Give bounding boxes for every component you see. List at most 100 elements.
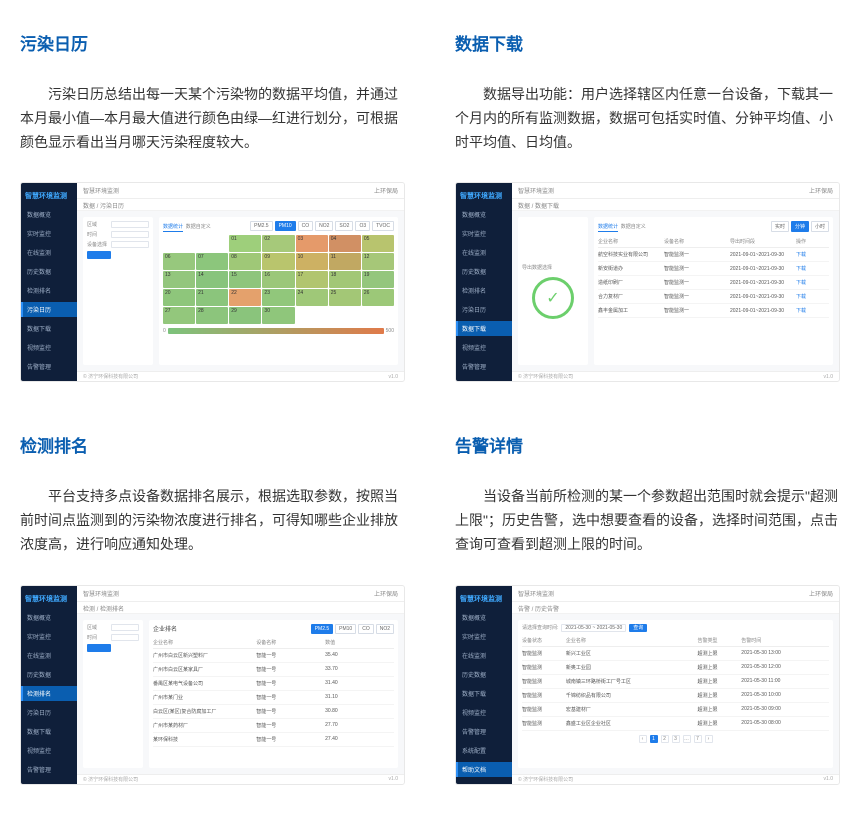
tab-active[interactable]: 数据统计: [163, 224, 183, 232]
calendar-cell[interactable]: 18: [329, 271, 361, 288]
sidebar-item[interactable]: 实时监控: [21, 226, 77, 241]
filter-input[interactable]: [111, 221, 149, 228]
page-button[interactable]: ‹: [639, 735, 647, 743]
page-button[interactable]: 3: [672, 735, 680, 743]
param-chip[interactable]: PM2.5: [250, 221, 272, 231]
calendar-cell[interactable]: 30: [262, 307, 294, 324]
calendar-cell[interactable]: 23: [262, 289, 294, 306]
calendar-cell[interactable]: 21: [196, 289, 228, 306]
chip[interactable]: 实时: [771, 221, 789, 232]
region-select[interactable]: [111, 624, 139, 631]
download-link[interactable]: 下载: [796, 307, 829, 314]
param-chip[interactable]: O3: [355, 221, 370, 231]
param-chip[interactable]: PM10: [275, 221, 296, 231]
param-chip[interactable]: NO2: [376, 624, 394, 634]
tab-other[interactable]: 数据自定义: [186, 224, 211, 230]
sidebar-item[interactable]: 检测排名: [21, 686, 77, 701]
sidebar-item[interactable]: 实时监控: [456, 226, 512, 241]
sidebar-item[interactable]: 视频监控: [21, 743, 77, 758]
calendar-cell[interactable]: 01: [229, 235, 261, 252]
sidebar-item[interactable]: 帮助文档: [456, 762, 512, 777]
sidebar-item[interactable]: 历史数据: [21, 264, 77, 279]
page-button[interactable]: 7: [694, 735, 702, 743]
sidebar-item[interactable]: 在线监测: [456, 245, 512, 260]
chip[interactable]: 分钟: [791, 221, 809, 232]
sidebar-item[interactable]: 告警管理: [21, 359, 77, 374]
sidebar-item[interactable]: 数据下载: [456, 686, 512, 701]
download-link[interactable]: 下载: [796, 293, 829, 300]
download-link[interactable]: 下载: [796, 279, 829, 286]
download-link[interactable]: 下载: [796, 251, 829, 258]
calendar-cell[interactable]: 09: [262, 253, 294, 270]
calendar-cell[interactable]: 07: [196, 253, 228, 270]
calendar-cell[interactable]: 04: [329, 235, 361, 252]
page-button[interactable]: …: [683, 735, 691, 743]
calendar-cell[interactable]: [296, 307, 328, 324]
calendar-cell[interactable]: 05: [362, 235, 394, 252]
param-chip[interactable]: CO: [298, 221, 314, 231]
sidebar-item[interactable]: 告警管理: [456, 724, 512, 739]
sidebar-item[interactable]: 数据下载: [21, 321, 77, 336]
calendar-cell[interactable]: 14: [196, 271, 228, 288]
calendar-cell[interactable]: 26: [362, 289, 394, 306]
calendar-cell[interactable]: 06: [163, 253, 195, 270]
calendar-cell[interactable]: 11: [329, 253, 361, 270]
sidebar-item[interactable]: 数据下载: [456, 321, 512, 336]
calendar-cell[interactable]: [196, 235, 228, 252]
calendar-cell[interactable]: 25: [329, 289, 361, 306]
param-chip[interactable]: SO2: [335, 221, 353, 231]
tab-other[interactable]: 数据自定义: [621, 224, 646, 230]
calendar-cell[interactable]: 10: [296, 253, 328, 270]
sidebar-item[interactable]: 数据概览: [456, 207, 512, 222]
param-chip[interactable]: PM10: [335, 624, 356, 634]
param-chip[interactable]: PM2.5: [311, 624, 333, 634]
query-button[interactable]: 查询: [629, 624, 647, 632]
sidebar-item[interactable]: 污染日历: [21, 705, 77, 720]
calendar-cell[interactable]: 20: [163, 289, 195, 306]
param-chip[interactable]: TVOC: [372, 221, 394, 231]
download-link[interactable]: 下载: [796, 265, 829, 272]
sidebar-item[interactable]: 数据概览: [21, 610, 77, 625]
calendar-cell[interactable]: 02: [262, 235, 294, 252]
sidebar-item[interactable]: 在线监测: [21, 648, 77, 663]
date-range-input[interactable]: 2021-05-30 ~ 2021-05-30: [561, 624, 626, 632]
calendar-cell[interactable]: 08: [229, 253, 261, 270]
sidebar-item[interactable]: 实时监控: [21, 629, 77, 644]
sidebar-item[interactable]: 系统配置: [456, 743, 512, 758]
calendar-cell[interactable]: 17: [296, 271, 328, 288]
calendar-cell[interactable]: [329, 307, 361, 324]
sidebar-item[interactable]: 历史数据: [21, 667, 77, 682]
page-button[interactable]: 2: [661, 735, 669, 743]
sidebar-item[interactable]: 告警管理: [456, 359, 512, 374]
search-button[interactable]: [87, 644, 111, 652]
sidebar-item[interactable]: 告警管理: [21, 762, 77, 777]
filter-input[interactable]: [111, 231, 149, 238]
calendar-cell[interactable]: 16: [262, 271, 294, 288]
sidebar-item[interactable]: 在线监测: [21, 245, 77, 260]
sidebar-item[interactable]: 历史数据: [456, 667, 512, 682]
calendar-cell[interactable]: 24: [296, 289, 328, 306]
calendar-cell[interactable]: 03: [296, 235, 328, 252]
filter-input[interactable]: [111, 241, 149, 248]
calendar-cell[interactable]: 28: [196, 307, 228, 324]
sidebar-item[interactable]: 实时监控: [456, 629, 512, 644]
calendar-cell[interactable]: [163, 235, 195, 252]
page-button[interactable]: ›: [705, 735, 713, 743]
sidebar-item[interactable]: 检测排名: [21, 283, 77, 298]
sidebar-item[interactable]: 数据概览: [21, 207, 77, 222]
calendar-cell[interactable]: 27: [163, 307, 195, 324]
calendar-cell[interactable]: 19: [362, 271, 394, 288]
calendar-cell[interactable]: 29: [229, 307, 261, 324]
chip[interactable]: 小时: [811, 221, 829, 232]
param-chip[interactable]: CO: [358, 624, 374, 634]
search-button[interactable]: [87, 251, 111, 259]
sidebar-item[interactable]: 在线监测: [456, 648, 512, 663]
calendar-cell[interactable]: 22: [229, 289, 261, 306]
sidebar-item[interactable]: 视频监控: [456, 705, 512, 720]
calendar-cell[interactable]: 13: [163, 271, 195, 288]
sidebar-item[interactable]: 视频监控: [21, 340, 77, 355]
sidebar-item[interactable]: 数据下载: [21, 724, 77, 739]
calendar-cell[interactable]: [362, 307, 394, 324]
calendar-cell[interactable]: 12: [362, 253, 394, 270]
sidebar-item[interactable]: 历史数据: [456, 264, 512, 279]
